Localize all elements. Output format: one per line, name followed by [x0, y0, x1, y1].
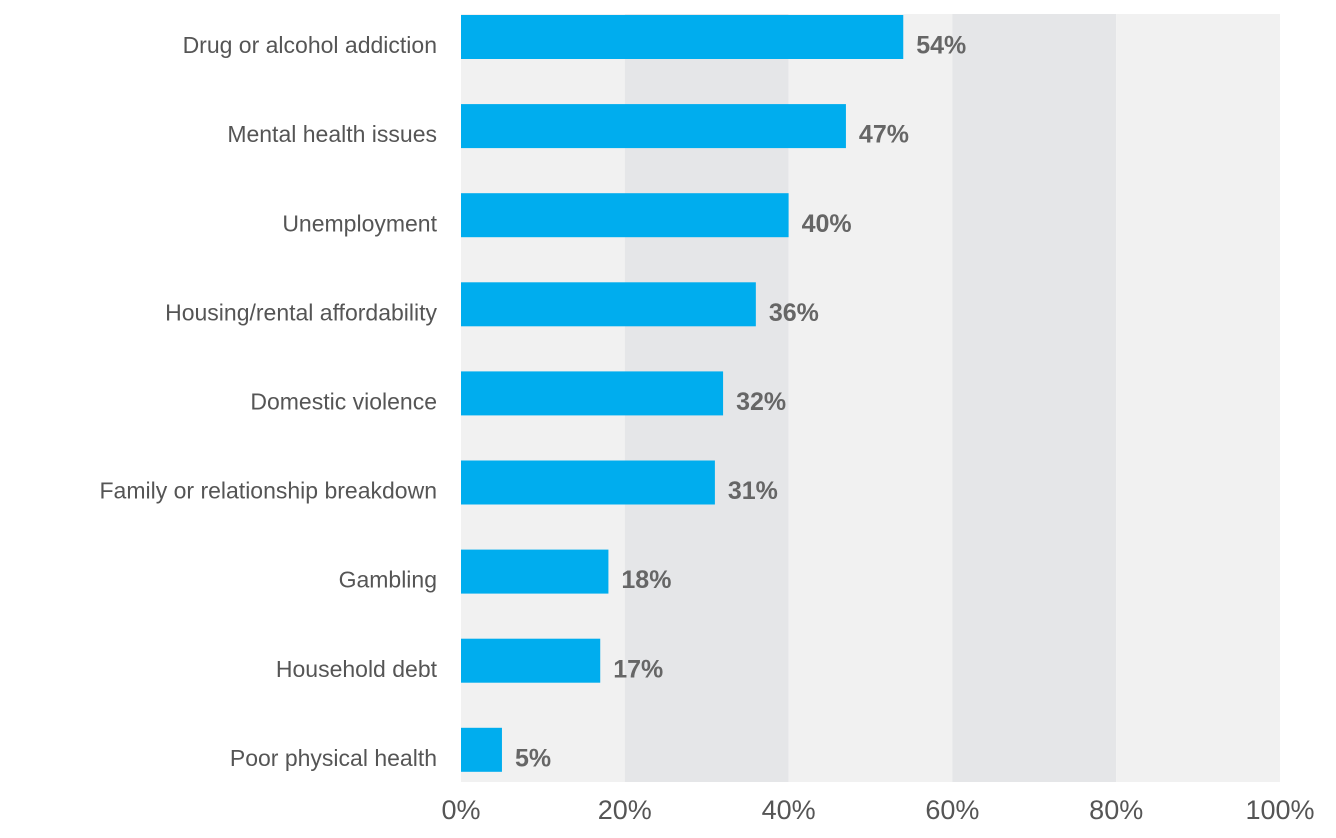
x-tick-label: 100% [1245, 795, 1314, 825]
category-label: Mental health issues [227, 121, 437, 147]
category-label: Family or relationship breakdown [100, 478, 438, 504]
bar [461, 549, 609, 594]
x-tick-label: 80% [1089, 795, 1143, 825]
value-label: 32% [736, 388, 786, 416]
category-label: Housing/rental affordability [165, 299, 437, 325]
bar [461, 193, 789, 238]
x-tick-label: 20% [598, 795, 652, 825]
bar [461, 727, 502, 772]
value-label: 47% [859, 121, 909, 149]
category-label: Domestic violence [250, 388, 437, 414]
category-label: Gambling [339, 567, 437, 593]
value-label: 17% [613, 655, 663, 683]
bar [461, 371, 724, 416]
x-tick-label: 60% [925, 795, 979, 825]
category-label: Household debt [276, 656, 438, 682]
grid-band [1116, 14, 1280, 782]
bar [461, 638, 601, 683]
value-label: 36% [769, 299, 819, 327]
bar [461, 104, 846, 149]
x-tick-label: 0% [441, 795, 480, 825]
value-label: 40% [802, 210, 852, 238]
category-label: Drug or alcohol addiction [183, 32, 437, 58]
x-tick-label: 40% [762, 795, 816, 825]
grid-band [952, 14, 1117, 782]
category-label: Unemployment [282, 210, 437, 236]
category-label: Poor physical health [230, 745, 437, 771]
value-label: 54% [916, 32, 966, 60]
bar [461, 460, 715, 505]
value-label: 5% [515, 744, 551, 772]
value-label: 31% [728, 477, 778, 505]
value-label: 18% [621, 566, 671, 594]
bar [461, 15, 904, 59]
bar [461, 282, 756, 327]
